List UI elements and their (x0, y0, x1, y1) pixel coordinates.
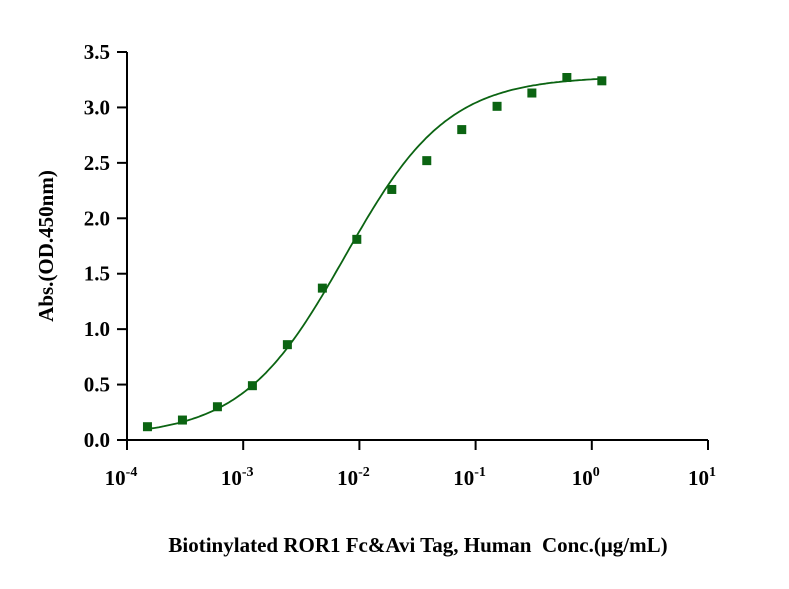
data-point (142, 422, 152, 432)
x-tick-label: 10-2 (337, 465, 370, 490)
tick-base: 10 (453, 466, 474, 490)
data-point (177, 415, 187, 425)
y-tick-label: 3.5 (84, 40, 110, 64)
x-axis: 10-4 10-3 10-2 10-1 100 101 (105, 439, 716, 490)
y-axis-label: Abs.(OD.450nm) (34, 170, 58, 322)
data-point (457, 125, 467, 135)
x-axis-label: Biotinylated ROR1 Fc&Avi Tag, Human Conc… (168, 533, 667, 557)
tick-base: 10 (221, 466, 242, 490)
x-tick-label: 10-3 (221, 465, 254, 490)
data-point (387, 184, 397, 194)
data-point (422, 156, 432, 166)
tick-exponent: -4 (126, 465, 138, 480)
tick-base: 10 (688, 466, 709, 490)
x-tick-label: 10-1 (453, 465, 486, 490)
y-tick-label: 2.0 (84, 206, 110, 230)
tick-exponent: -2 (358, 465, 370, 480)
tick-base: 10 (105, 466, 126, 490)
data-point (352, 234, 362, 244)
data-point (317, 283, 327, 293)
tick-exponent: 1 (709, 465, 716, 480)
y-tick-label: 2.5 (84, 151, 110, 175)
data-point (212, 402, 222, 412)
y-axis: 0.0 0.5 1.0 1.5 2.0 2.5 3.0 3.5 (84, 40, 128, 452)
data-point (492, 101, 502, 111)
fit-curve (149, 78, 601, 430)
data-points (142, 72, 607, 432)
tick-base: 10 (337, 466, 358, 490)
data-point (527, 88, 537, 98)
x-tick-label: 101 (688, 465, 716, 490)
data-point (597, 76, 607, 86)
y-tick-label: 3.0 (84, 95, 110, 119)
y-tick-label: 1.0 (84, 317, 110, 341)
x-tick-label: 10-4 (105, 465, 138, 490)
data-point (562, 72, 572, 82)
data-point (282, 340, 292, 350)
y-tick-label: 0.0 (84, 428, 110, 452)
data-point (247, 381, 257, 391)
y-tick-label: 1.5 (84, 262, 110, 286)
tick-base: 10 (572, 466, 593, 490)
tick-exponent: 0 (593, 465, 600, 480)
tick-exponent: -1 (474, 465, 486, 480)
y-tick-label: 0.5 (84, 373, 110, 397)
tick-exponent: -3 (242, 465, 254, 480)
x-tick-label: 100 (572, 465, 600, 490)
